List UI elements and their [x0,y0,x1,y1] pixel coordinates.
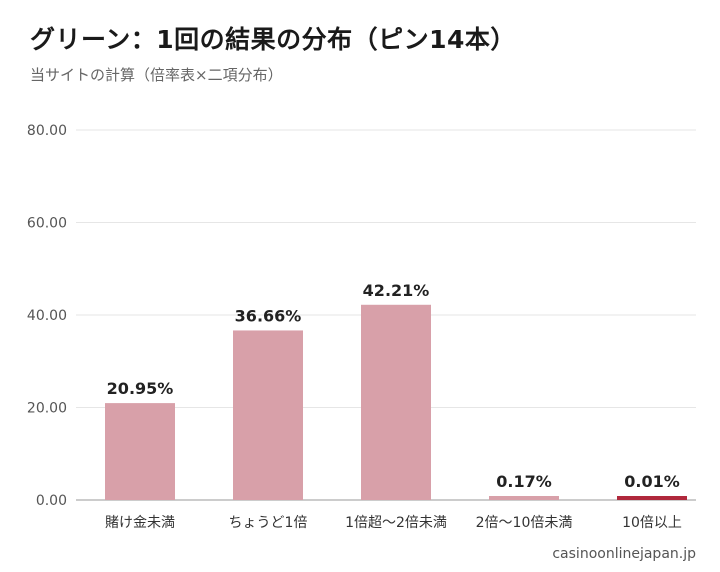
bar [105,403,175,500]
value-label: 42.21% [363,281,430,300]
y-axis-ticks: 0.00 20.00 40.00 60.00 80.00 [27,123,67,509]
y-tick-label: 80.00 [27,123,67,139]
bar [617,496,687,500]
x-tick-label: 10倍以上 [622,515,682,531]
value-label: 0.17% [496,472,552,491]
x-tick-label: 1倍超〜2倍未満 [345,515,447,531]
y-tick-label: 60.00 [27,216,67,232]
value-label: 36.66% [235,306,302,325]
x-tick-label: 2倍〜10倍未満 [476,515,573,531]
bar [489,496,559,500]
y-tick-label: 20.00 [27,401,67,417]
value-label: 0.01% [624,472,680,491]
value-label: 20.95% [107,379,174,398]
bar [361,304,431,500]
y-tick-label: 40.00 [27,308,67,324]
bar [233,330,303,500]
x-tick-label: 賭け金未満 [105,515,175,531]
value-labels: 20.95% 36.66% 42.21% 0.17% 0.01% [107,281,680,491]
bars [105,304,687,500]
chart-subtitle: 当サイトの計算（倍率表×二項分布） [30,66,283,84]
y-tick-label: 0.00 [36,493,67,509]
source-credit: casinoonlinejapan.jp [552,546,696,562]
x-axis-ticks: 賭け金未満 ちょうど1倍 1倍超〜2倍未満 2倍〜10倍未満 10倍以上 [105,515,682,531]
chart-title: グリーン：1回の結果の分布（ピン14本） [30,25,516,54]
x-tick-label: ちょうど1倍 [229,515,308,531]
